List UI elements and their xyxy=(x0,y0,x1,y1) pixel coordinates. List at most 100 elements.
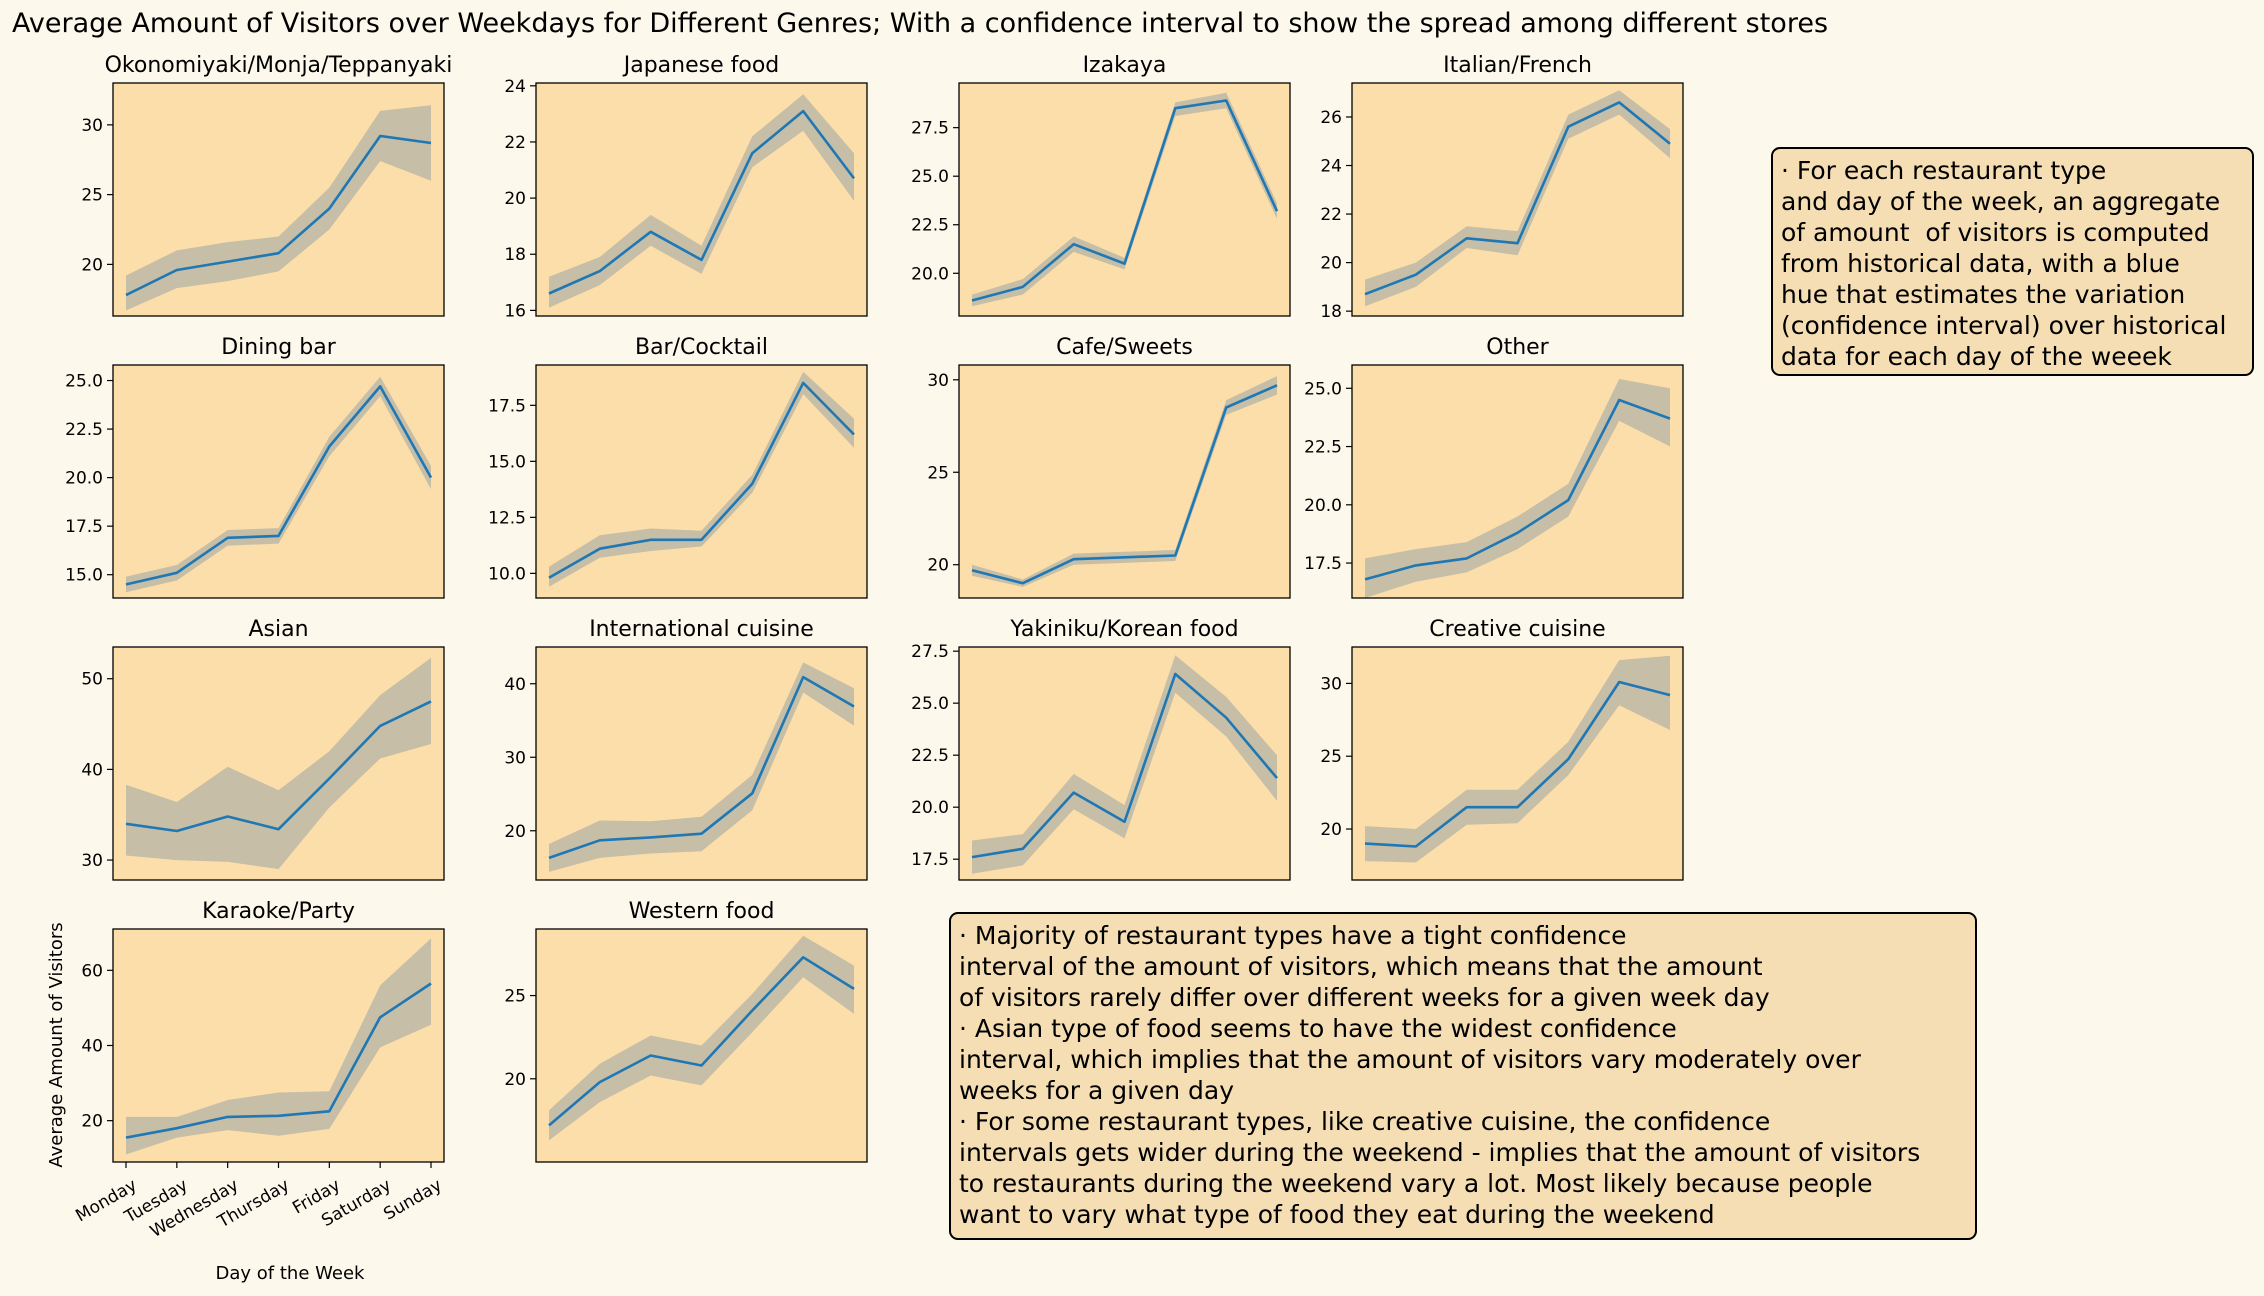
axes-frame xyxy=(112,82,445,317)
y-tick-label: 27.5 xyxy=(911,642,949,662)
subplot-title: Asian xyxy=(248,617,308,642)
axes-frame xyxy=(958,646,1291,881)
subplot-title: Japanese food xyxy=(622,53,780,78)
axes-frame xyxy=(112,646,445,881)
axes-frame xyxy=(535,364,868,599)
note-line: · For some restaurant types, like creati… xyxy=(959,1107,1771,1136)
subplot: 17.5 20.0 22.5 25.0 Other xyxy=(1304,335,1684,599)
y-tick-label: 18 xyxy=(1320,302,1342,322)
y-tick-label: 17.5 xyxy=(911,850,949,870)
mean-line xyxy=(548,381,855,579)
subplot-title: Yakiniku/Korean food xyxy=(1009,617,1238,642)
note-line: interval, which implies that the amount … xyxy=(959,1045,1861,1074)
y-tick-label: 60 xyxy=(81,961,103,981)
y-tick-label: 25 xyxy=(927,463,949,483)
axes-frame xyxy=(535,82,868,317)
axes-frame xyxy=(535,928,868,1163)
y-tick-label: 20 xyxy=(81,1112,103,1132)
y-tick-label: 40 xyxy=(504,675,526,695)
note-line: data for each day of the weeek xyxy=(1781,342,2172,371)
note-line: weeks for a given day xyxy=(959,1076,1235,1105)
subplot: 20 25 30 Cafe/Sweets xyxy=(927,335,1291,599)
y-tick-label: 10.0 xyxy=(488,564,526,584)
axes-frame xyxy=(535,646,868,881)
note-line: · Majority of restaurant types have a ti… xyxy=(959,921,1627,950)
note-line: want to vary what type of food they eat … xyxy=(959,1200,1715,1229)
y-tick-label: 30 xyxy=(1320,674,1342,694)
y-tick-label: 30 xyxy=(927,371,949,391)
y-tick-label: 16 xyxy=(504,301,526,321)
mean-line xyxy=(125,134,432,297)
y-tick-label: 22.5 xyxy=(911,746,949,766)
y-tick-label: 15.0 xyxy=(488,452,526,472)
note-line: interval of the amount of visitors, whic… xyxy=(959,952,1763,981)
subplot: 16 18 20 22 24 Japanese food xyxy=(504,53,868,321)
confidence-band xyxy=(126,657,431,870)
subplot-title: Italian/French xyxy=(1443,53,1592,78)
y-tick-label: 25.0 xyxy=(1304,379,1342,399)
subplot-title: Other xyxy=(1486,335,1549,360)
y-tick-label: 50 xyxy=(81,670,103,690)
y-tick-label: 20 xyxy=(81,255,103,275)
y-tick-label: 20.0 xyxy=(911,264,949,284)
y-tick-label: 20 xyxy=(504,1070,526,1090)
y-tick-label: 20 xyxy=(927,556,949,576)
x-axis-label: Day of the Week xyxy=(216,1263,365,1284)
axes-frame xyxy=(958,364,1291,599)
subplot-title: Dining bar xyxy=(221,335,336,360)
y-tick-label: 24 xyxy=(1320,157,1342,177)
y-tick-label: 17.5 xyxy=(488,396,526,416)
axes-frame xyxy=(1351,82,1684,317)
mean-line xyxy=(548,675,855,860)
mean-line xyxy=(125,700,432,833)
y-tick-label: 40 xyxy=(81,760,103,780)
y-tick-label: 17.5 xyxy=(1304,554,1342,574)
figure-title: Average Amount of Visitors over Weekdays… xyxy=(12,8,1829,39)
note-line: · For each restaurant type xyxy=(1781,156,2107,185)
subplot: 15.0 17.5 20.0 22.5 25.0 Dining bar xyxy=(65,335,445,599)
y-tick-label: 25 xyxy=(504,987,526,1007)
note-box-method: · For each restaurant type and day of the… xyxy=(1771,147,2254,376)
y-tick-label: 22.5 xyxy=(1304,438,1342,458)
axes-frame xyxy=(1351,646,1684,881)
mean-line xyxy=(1364,101,1671,296)
subplot: 204060Karaoke/PartyMondayTuesdayWednesda… xyxy=(46,899,446,1284)
note-line: of amount of visitors is computed xyxy=(1781,218,2210,247)
confidence-band xyxy=(1365,655,1670,863)
plot-area xyxy=(959,83,1290,316)
y-tick-label: 17.5 xyxy=(65,517,103,537)
confidence-band xyxy=(1365,90,1670,307)
y-tick-label: 25 xyxy=(1320,747,1342,767)
subplot-title: Karaoke/Party xyxy=(202,899,355,924)
y-tick-label: 22 xyxy=(1320,205,1342,225)
y-tick-label: 20 xyxy=(504,822,526,842)
y-tick-label: 12.5 xyxy=(488,508,526,528)
note-line: intervals gets wider during the weekend … xyxy=(959,1138,1921,1167)
note-line: · Asian type of food seems to have the w… xyxy=(959,1014,1677,1043)
subplot: 10.0 12.5 15.0 17.5 Bar/Cocktail xyxy=(488,335,868,599)
y-tick-label: 40 xyxy=(81,1037,103,1057)
note-line: and day of the week, an aggregate xyxy=(1781,187,2221,216)
subplot: 18 20 22 24 26 Italian/French xyxy=(1320,53,1684,322)
mean-line xyxy=(971,384,1278,585)
y-tick-label: 20 xyxy=(504,189,526,209)
subplot-title: Okonomiyaki/Monja/Teppanyaki xyxy=(105,53,453,78)
subplot: 20 25 30 Creative cuisine xyxy=(1320,617,1684,881)
subplot: 20 30 40 International cuisine xyxy=(504,617,868,881)
y-tick-label: 25.0 xyxy=(911,694,949,714)
y-tick-label: 25.0 xyxy=(65,372,103,392)
axes-frame xyxy=(958,82,1291,317)
subplot: 20 25 Western food xyxy=(504,899,868,1163)
plot-area xyxy=(113,365,444,598)
confidence-band xyxy=(126,105,431,311)
confidence-band xyxy=(549,935,854,1141)
note-line: from historical data, with a blue xyxy=(1781,249,2180,278)
y-tick-label: 30 xyxy=(81,851,103,871)
y-tick-label: 20.0 xyxy=(65,469,103,489)
mean-line xyxy=(971,99,1279,302)
y-tick-label: 25 xyxy=(81,186,103,206)
y-tick-label: 25.0 xyxy=(911,167,949,187)
y-tick-label: 20.0 xyxy=(911,798,949,818)
confidence-band xyxy=(972,376,1277,587)
